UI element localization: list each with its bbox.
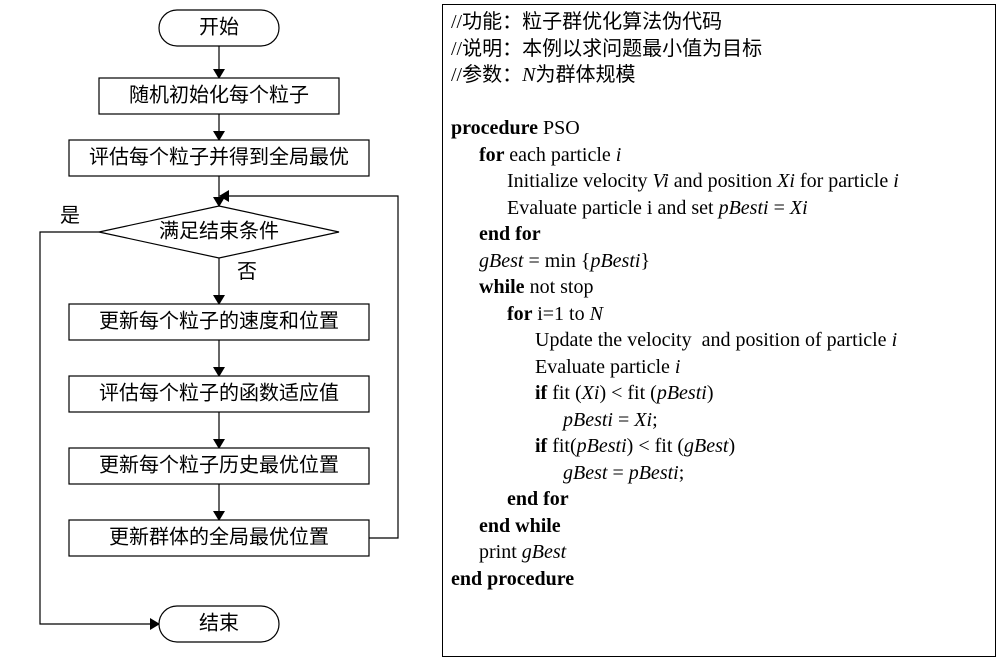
flowchart-panel: 开始随机初始化每个粒子评估每个粒子并得到全局最优满足结束条件更新每个粒子的速度和… bbox=[0, 0, 438, 665]
svg-text:结束: 结束 bbox=[199, 612, 239, 635]
svg-text:更新每个粒子的速度和位置: 更新每个粒子的速度和位置 bbox=[99, 310, 339, 333]
code-line: for each particle i bbox=[451, 142, 987, 169]
code-line: end for bbox=[451, 486, 987, 513]
flowchart-svg: 开始随机初始化每个粒子评估每个粒子并得到全局最优满足结束条件更新每个粒子的速度和… bbox=[0, 0, 438, 665]
code-line: procedure PSO bbox=[451, 115, 987, 142]
code-line: pBesti = Xi; bbox=[451, 407, 987, 434]
flow-node-end: 结束 bbox=[159, 606, 279, 642]
edge-label-no: 否 bbox=[237, 261, 257, 283]
code-line: end for bbox=[451, 221, 987, 248]
code-line: Initialize velocity Vi and position Xi f… bbox=[451, 168, 987, 195]
code-line: if fit (Xi) < fit (pBesti) bbox=[451, 380, 987, 407]
code-line: Update the velocity and position of part… bbox=[451, 327, 987, 354]
flow-node-upd_gb: 更新群体的全局最优位置 bbox=[69, 520, 369, 556]
code-line: if fit(pBesti) < fit (gBest) bbox=[451, 433, 987, 460]
code-line: Evaluate particle i and set pBesti = Xi bbox=[451, 195, 987, 222]
page-container: 开始随机初始化每个粒子评估每个粒子并得到全局最优满足结束条件更新每个粒子的速度和… bbox=[0, 0, 1004, 665]
code-line: end while bbox=[451, 513, 987, 540]
code-line: print gBest bbox=[451, 539, 987, 566]
svg-text:开始: 开始 bbox=[199, 16, 239, 39]
svg-text:随机初始化每个粒子: 随机初始化每个粒子 bbox=[129, 84, 309, 107]
flow-node-init: 随机初始化每个粒子 bbox=[99, 78, 339, 114]
code-line: while not stop bbox=[451, 274, 987, 301]
code-line: //功能：粒子群优化算法伪代码 bbox=[451, 9, 987, 36]
svg-text:评估每个粒子并得到全局最优: 评估每个粒子并得到全局最优 bbox=[89, 146, 349, 169]
pseudocode-box: //功能：粒子群优化算法伪代码//说明：本例以求问题最小值为目标//参数：N为群… bbox=[442, 4, 996, 657]
code-line bbox=[451, 89, 987, 116]
svg-text:满足结束条件: 满足结束条件 bbox=[159, 220, 279, 243]
code-line: for i=1 to N bbox=[451, 301, 987, 328]
flow-node-eval_f: 评估每个粒子的函数适应值 bbox=[69, 376, 369, 412]
code-line: end procedure bbox=[451, 566, 987, 593]
flow-node-cond: 满足结束条件 bbox=[99, 206, 339, 258]
code-line: //参数：N为群体规模 bbox=[451, 62, 987, 89]
svg-text:评估每个粒子的函数适应值: 评估每个粒子的函数适应值 bbox=[99, 382, 339, 405]
code-line: //说明：本例以求问题最小值为目标 bbox=[451, 36, 987, 63]
flow-node-upd_pb: 更新每个粒子历史最优位置 bbox=[69, 448, 369, 484]
flow-node-eval0: 评估每个粒子并得到全局最优 bbox=[69, 140, 369, 176]
svg-text:更新每个粒子历史最优位置: 更新每个粒子历史最优位置 bbox=[99, 454, 339, 477]
code-line: Evaluate particle i bbox=[451, 354, 987, 381]
pseudocode-panel: //功能：粒子群优化算法伪代码//说明：本例以求问题最小值为目标//参数：N为群… bbox=[438, 0, 1004, 665]
svg-text:更新群体的全局最优位置: 更新群体的全局最优位置 bbox=[109, 526, 329, 549]
flow-node-upd_vp: 更新每个粒子的速度和位置 bbox=[69, 304, 369, 340]
edge-label-yes: 是 bbox=[60, 205, 80, 227]
flow-node-start: 开始 bbox=[159, 10, 279, 46]
code-line: gBest = min {pBesti} bbox=[451, 248, 987, 275]
code-line: gBest = pBesti; bbox=[451, 460, 987, 487]
